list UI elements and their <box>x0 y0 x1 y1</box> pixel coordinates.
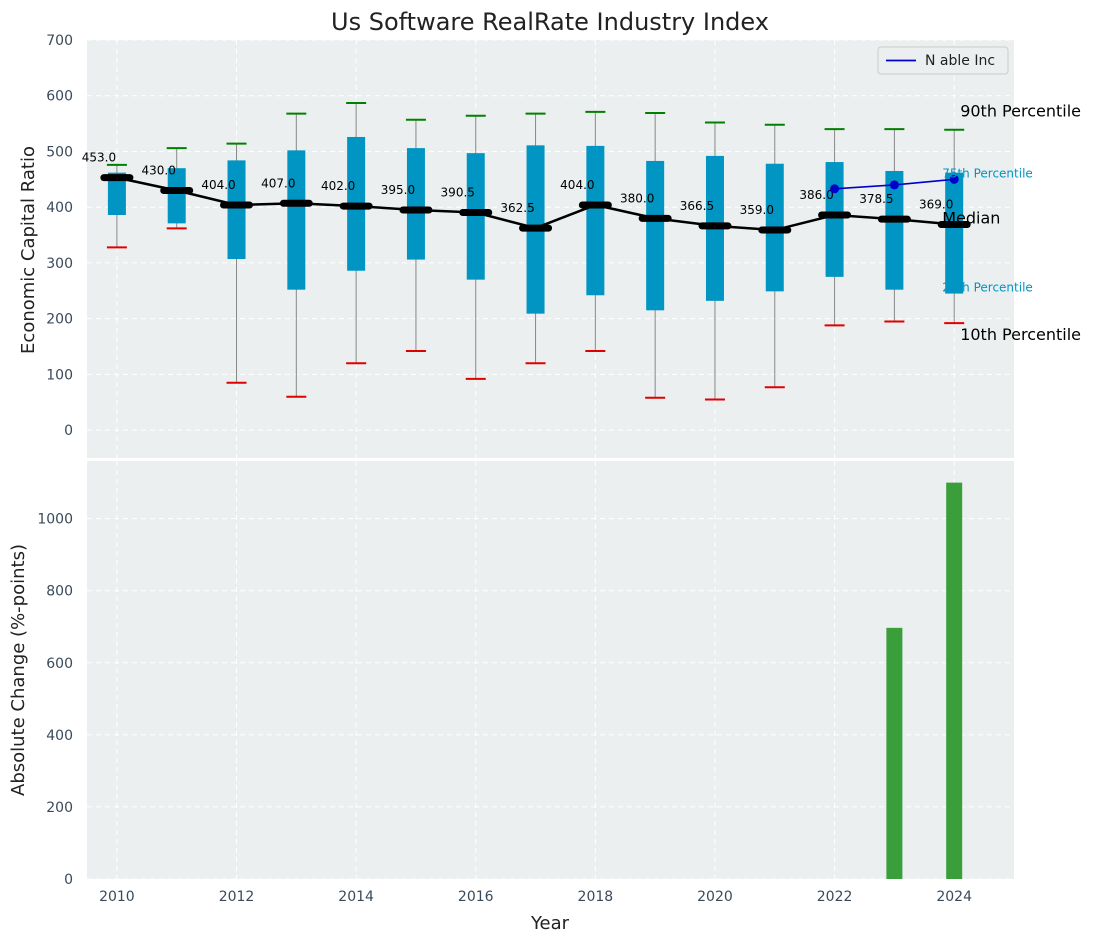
bottom-y-tick-label: 400 <box>46 728 73 744</box>
p10-label: 10th Percentile <box>960 325 1081 344</box>
bottom-panel-background <box>87 461 1014 879</box>
change-bar <box>886 627 903 879</box>
bottom-y-tick-label: 800 <box>46 584 73 600</box>
x-tick-label: 2016 <box>458 889 494 905</box>
median-value-label: 407.0 <box>261 176 295 190</box>
median-value-label: 390.5 <box>441 185 475 199</box>
top-panel: 0 100 200 300 400 500 600 700 453.0 430.0 404.0 407… <box>46 33 1081 458</box>
bottom-y-axis-label: Absolute Change (%-points) <box>8 544 29 796</box>
chart-title: Us Software RealRate Industry Index <box>331 8 769 36</box>
x-tick-label: 2020 <box>697 889 733 905</box>
median-value-label: 395.0 <box>381 183 415 197</box>
median-value-label: 404.0 <box>560 178 594 192</box>
p90-label: 90th Percentile <box>960 102 1081 121</box>
iqr-box <box>945 172 964 294</box>
iqr-box <box>825 162 844 277</box>
top-y-tick-label: 0 <box>64 423 73 439</box>
iqr-box <box>885 170 904 290</box>
iqr-box <box>107 172 126 216</box>
bottom-y-tick-label: 0 <box>64 872 73 888</box>
legend-box <box>877 46 1009 75</box>
top-y-tick-label: 100 <box>46 367 73 383</box>
x-tick-label: 2024 <box>936 889 972 905</box>
top-y-tick-label: 200 <box>46 312 73 328</box>
company-point <box>830 184 840 194</box>
x-tick-label: 2010 <box>99 889 135 905</box>
median-label: Median <box>942 208 1000 227</box>
x-tick-label: 2012 <box>219 889 255 905</box>
x-tick-label: 2022 <box>817 889 853 905</box>
top-y-tick-label: 500 <box>46 144 73 160</box>
bottom-panel: 0 200 400 600 800 1000 2010 2012 2014 2016 2018 202… <box>37 461 1014 905</box>
median-value-label: 359.0 <box>740 203 774 217</box>
x-tick-label: 2014 <box>338 889 374 905</box>
median-value-label: 404.0 <box>201 178 235 192</box>
iqr-box <box>646 160 665 311</box>
top-panel-background <box>87 40 1014 458</box>
top-y-tick-label: 700 <box>46 33 73 49</box>
median-value-label: 402.0 <box>321 179 355 193</box>
p25-label: 25th Percentile <box>942 281 1033 295</box>
top-y-tick-label: 400 <box>46 200 73 216</box>
bottom-y-tick-label: 1000 <box>37 512 73 528</box>
median-value-label: 366.5 <box>680 199 714 213</box>
top-y-tick-label: 300 <box>46 256 73 272</box>
company-point <box>889 180 899 190</box>
bottom-y-tick-label: 200 <box>46 800 73 816</box>
iqr-box <box>167 168 186 224</box>
x-tick-label: 2018 <box>578 889 614 905</box>
median-value-label: 362.5 <box>500 201 534 215</box>
iqr-box <box>227 160 246 260</box>
change-bar <box>946 482 963 879</box>
median-value-label: 430.0 <box>142 163 176 177</box>
legend-entry-label: N able Inc <box>925 53 995 69</box>
x-axis-label: Year <box>530 913 570 934</box>
median-value-label: 453.0 <box>82 151 116 165</box>
bottom-y-tick-label: 600 <box>46 656 73 672</box>
iqr-box <box>586 145 605 296</box>
top-y-tick-label: 600 <box>46 89 73 105</box>
median-value-label: 378.5 <box>859 192 893 206</box>
p75-label: 75th Percentile <box>942 167 1033 181</box>
company-point <box>949 174 959 184</box>
median-value-label: 369.0 <box>919 197 953 211</box>
median-value-label: 386.0 <box>799 188 833 202</box>
iqr-box <box>406 148 425 260</box>
iqr-box <box>287 150 306 290</box>
iqr-box <box>466 153 485 280</box>
median-value-label: 380.0 <box>620 191 654 205</box>
top-y-axis-label: Economic Capital Ratio <box>18 146 39 354</box>
